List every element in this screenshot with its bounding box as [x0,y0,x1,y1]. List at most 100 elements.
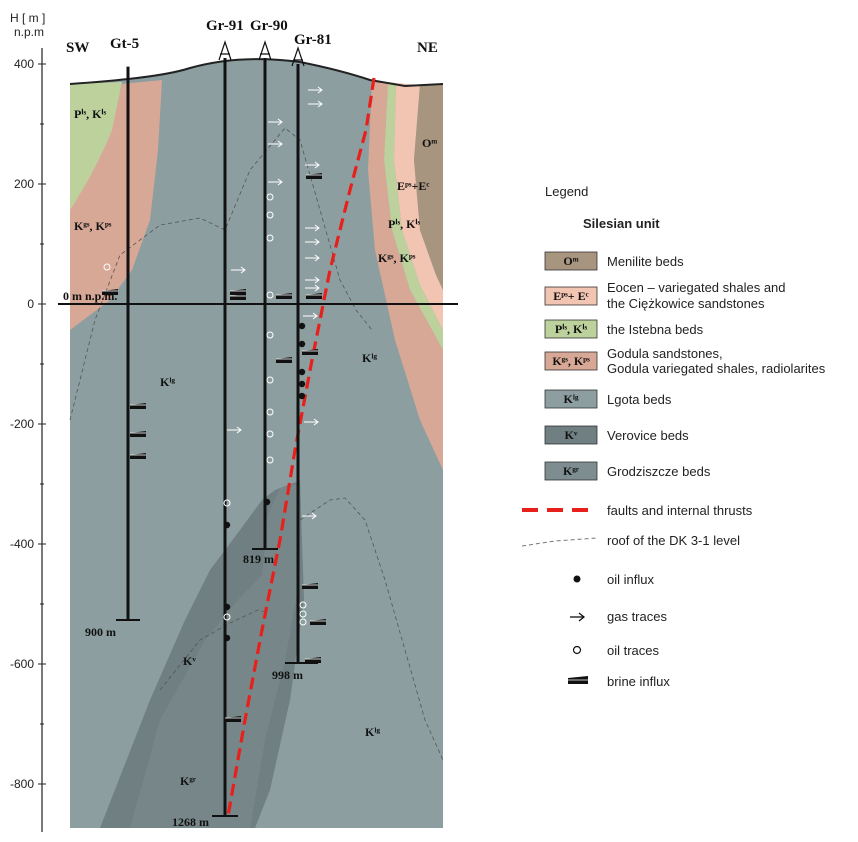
oil-influx-marker [298,392,306,400]
roof-dk31-line [69,127,373,421]
legend-code: Eᵖˢ+ Eᶜ [553,289,588,303]
istebna-sw-body [70,82,122,210]
oil-influx-marker [223,634,231,642]
tick-label: 400 [14,57,34,71]
legend-code: Kᵍˢ, Kᵖˢ [552,354,590,368]
legend-item-lgota: Kˡᵍ Lgota beds [544,389,672,409]
well-name-gr81: Gr-81 [294,32,332,48]
well-depth-gr90: 819 m [243,552,274,566]
oil-influx-marker [223,521,231,529]
section-unit-labels: Pⁱˢ, Kⁱˢ Kᵍˢ, Kᵖˢ Kˡᵍ Kˡᵍ Kˡᵍ Kᵛ Kᵍʳ Oᵐ … [74,107,437,788]
oil-traces-marker [266,193,274,201]
legend-label: Menilite beds [607,254,684,269]
legend-label: brine influx [607,674,670,689]
legend-item-brine-influx: brine influx [568,674,670,689]
oil-influx-marker [298,368,306,376]
legend-label: Verovice beds [607,428,689,443]
legend-item-fault: faults and internal thrusts [522,503,753,518]
label-lgota-1: Kˡᵍ [160,375,175,389]
legend-label: oil traces [607,643,660,658]
legend: Legend Silesian unit Oᵐ Menilite beds Eᵖ… [521,184,826,689]
well-depth-gr81: 998 m [272,668,303,682]
well-name-gt5: Gt-5 [110,36,139,52]
oil-traces-marker [266,211,274,219]
legend-label: Lgota beds [607,392,672,407]
legend-code: Kˡᵍ [563,392,578,406]
legend-code: Kᵛ [565,428,578,442]
legend-label-line2: Godula variegated shales, radiolarites [607,361,826,376]
oil-traces-marker [266,331,274,339]
tick-label: -400 [10,537,34,551]
legend-item-verovice: Kᵛ Verovice beds [544,425,689,445]
tick-label: -200 [10,417,34,431]
legend-code: Oᵐ [563,254,578,268]
label-menilite: Oᵐ [422,136,437,150]
oil-traces-marker [266,456,274,464]
geologic-units [69,58,444,829]
roof-dk31-line [299,497,444,761]
legend-label: roof of the DK 3-1 level [607,533,740,548]
oil-traces-marker [223,613,231,621]
legend-item-godula: Kᵍˢ, Kᵖˢ Godula sandstones, Godula varie… [544,346,826,376]
oil-influx-marker [263,498,271,506]
istebna-ne-body [384,82,443,350]
axis-title-line1: H [ m ] [10,11,45,25]
legend-item-istebna: Pⁱˢ, Kⁱˢ the Istebna beds [544,319,704,339]
legend-item-menilite: Oᵐ Menilite beds [544,251,684,271]
well-depth-gt5: 900 m [85,625,116,639]
legend-item-grodziszcze: Kᵍʳ Grodziszcze beds [544,461,711,481]
label-eocene: Eᵖˢ+Eᶜ [397,179,429,193]
legend-label: the Istebna beds [607,322,704,337]
direction-sw: SW [66,40,89,56]
depth-axis: H [ m ] n.p.m 400 200 0 -200 -400 -600 -… [10,11,46,832]
tick-label: 0 [27,297,34,311]
oil-traces-marker [103,263,111,271]
label-lgota-3: Kˡᵍ [365,725,380,739]
label-verovice: Kᵛ [183,654,196,668]
legend-subtitle: Silesian unit [583,216,660,231]
godula-sw-body [70,80,162,330]
label-grodziszcze: Kᵍʳ [180,774,196,788]
oil-influx-marker [298,322,306,330]
oil-traces-marker [223,499,231,507]
label-istebna-ne: Pⁱˢ, Kⁱˢ [388,217,421,231]
oil-traces-marker [266,291,274,299]
oil-traces-marker [299,601,307,609]
oil-influx-marker [298,380,306,388]
lgota-beds-body [70,59,443,829]
legend-code: Kᵍʳ [563,464,579,478]
label-lgota-2: Kˡᵍ [362,351,377,365]
tick-label: 200 [14,177,34,191]
oil-influx-marker [298,340,306,348]
legend-label-line2: the Ciężkowice sandstones [607,296,765,311]
legend-label: oil influx [607,572,654,587]
oil-traces-marker [266,408,274,416]
topography-line [69,58,444,88]
tick-label: -800 [10,777,34,791]
legend-item-eocene: Eᵖˢ+ Eᶜ Eocen – variegated shales and th… [544,280,786,311]
oil-traces-marker [266,234,274,242]
eocene-ne-body [394,83,443,330]
well-symbols [101,86,327,723]
legend-label: faults and internal thrusts [607,503,753,518]
label-godula-sw: Kᵍˢ, Kᵖˢ [74,219,112,233]
well-name-gr90: Gr-90 [250,18,288,34]
menilite-ne-body [414,84,443,290]
legend-title: Legend [545,184,588,199]
oil-traces-marker [266,376,274,384]
legend-label: Grodziszcze beds [607,464,711,479]
legend-item-roof: roof of the DK 3-1 level [521,533,740,548]
label-istebna-sw: Pⁱˢ, Kⁱˢ [74,107,107,121]
tick-label: -600 [10,657,34,671]
legend-label: Eocen – variegated shales and [607,280,786,295]
oil-traces-marker [266,430,274,438]
legend-label: Godula sandstones, [607,346,723,361]
direction-ne: NE [417,40,438,56]
legend-item-oil-influx: oil influx [573,572,654,587]
legend-code: Pⁱˢ, Kⁱˢ [555,322,588,336]
legend-label: gas traces [607,609,667,624]
axis-title-line2: n.p.m [14,25,44,39]
legend-item-oil-traces: oil traces [572,643,660,658]
oil-traces-marker [299,610,307,618]
